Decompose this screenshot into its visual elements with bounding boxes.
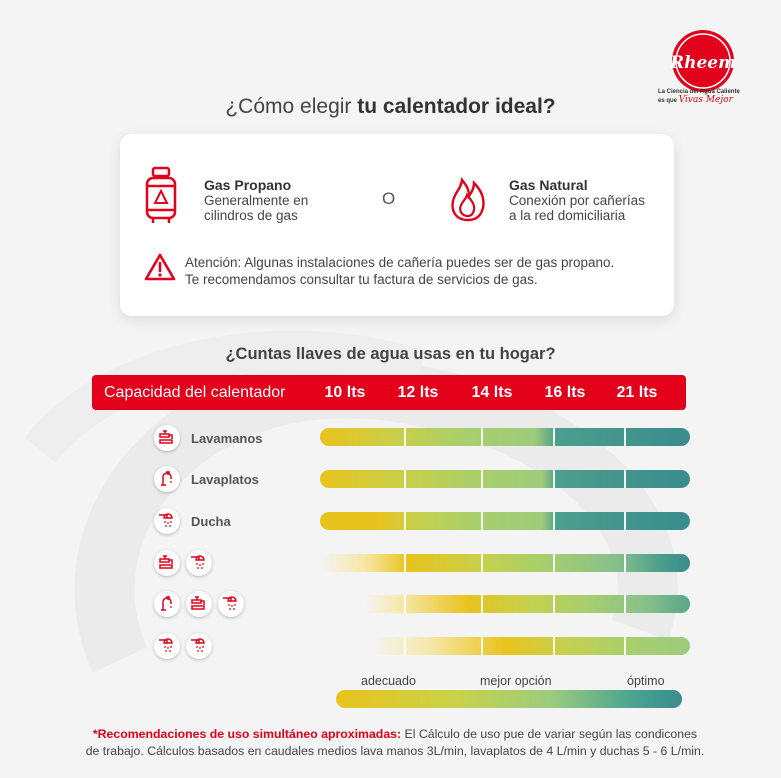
option-gas-propano: Gas Propano Generalmente en cilindros de…: [204, 177, 309, 224]
footnote: *Recomendaciones de uso simultáneo aprox…: [85, 727, 705, 758]
usage-bar-ducha: [320, 512, 690, 530]
shower-icon: [186, 550, 212, 576]
shower-icon: [218, 591, 244, 617]
capacity-label: Capacidad del calentador: [104, 384, 286, 401]
faucet-icon: [154, 425, 180, 451]
capacity-16: 16 lts: [544, 384, 586, 401]
option-title: Gas Natural: [509, 177, 588, 193]
faucet-icon: [154, 550, 180, 576]
shower-icon: [186, 633, 212, 659]
flame-icon: [451, 177, 485, 222]
logo-tagline: La Ciencia del Agua Caliente es que Viva…: [658, 89, 740, 105]
option-gas-natural: Gas Natural Conexión por cañerías a la r…: [509, 177, 645, 224]
kitchen-tap-icon: [154, 466, 180, 492]
capacity-10: 10 lts: [324, 384, 366, 401]
gas-type-card: Gas Propano Generalmente en cilindros de…: [120, 134, 674, 316]
legend-optimo: óptimo: [627, 674, 665, 688]
rheem-logo: Rheem: [670, 30, 736, 92]
gas-cylinder-icon: [145, 166, 177, 223]
faucets-question: ¿Cuntas llaves de agua usas en tu hogar?: [225, 345, 556, 363]
warning-text: Atención: Algunas instalaciones de cañer…: [185, 255, 615, 287]
capacity-21: 21 lts: [616, 384, 658, 401]
capacity-header: Capacidad del calentador 10 lts 12 lts 1…: [92, 375, 686, 410]
row-label-lavamanos: Lavamanos: [191, 431, 263, 446]
legend-mejor-opcion: mejor opción: [480, 674, 552, 688]
faucet-icon: [186, 591, 212, 617]
warning-icon: [144, 253, 176, 281]
row-label-lavaplatos: Lavaplatos: [191, 472, 259, 487]
kitchen-tap-icon: [154, 591, 180, 617]
page-title: ¿Cómo elegir tu calentador ideal?: [225, 95, 556, 118]
usage-bar-tres-llaves: [320, 595, 690, 613]
option-title: Gas Propano: [204, 177, 292, 193]
svg-text:Rheem: Rheem: [670, 53, 736, 73]
legend-gradient-bar: [336, 690, 682, 708]
or-separator: O: [382, 189, 396, 208]
usage-bar-lavaplatos: [320, 470, 690, 488]
capacity-14: 14 lts: [471, 384, 513, 401]
usage-bar-lavamanos-ducha: [320, 554, 690, 572]
legend-adecuado: adecuado: [361, 674, 416, 688]
row-label-ducha: Ducha: [191, 514, 231, 529]
capacity-12: 12 lts: [397, 384, 439, 401]
shower-icon: [154, 633, 180, 659]
shower-icon: [154, 508, 180, 534]
usage-bar-lavamanos: [320, 428, 690, 446]
usage-bar-dos-duchas: [320, 637, 690, 655]
